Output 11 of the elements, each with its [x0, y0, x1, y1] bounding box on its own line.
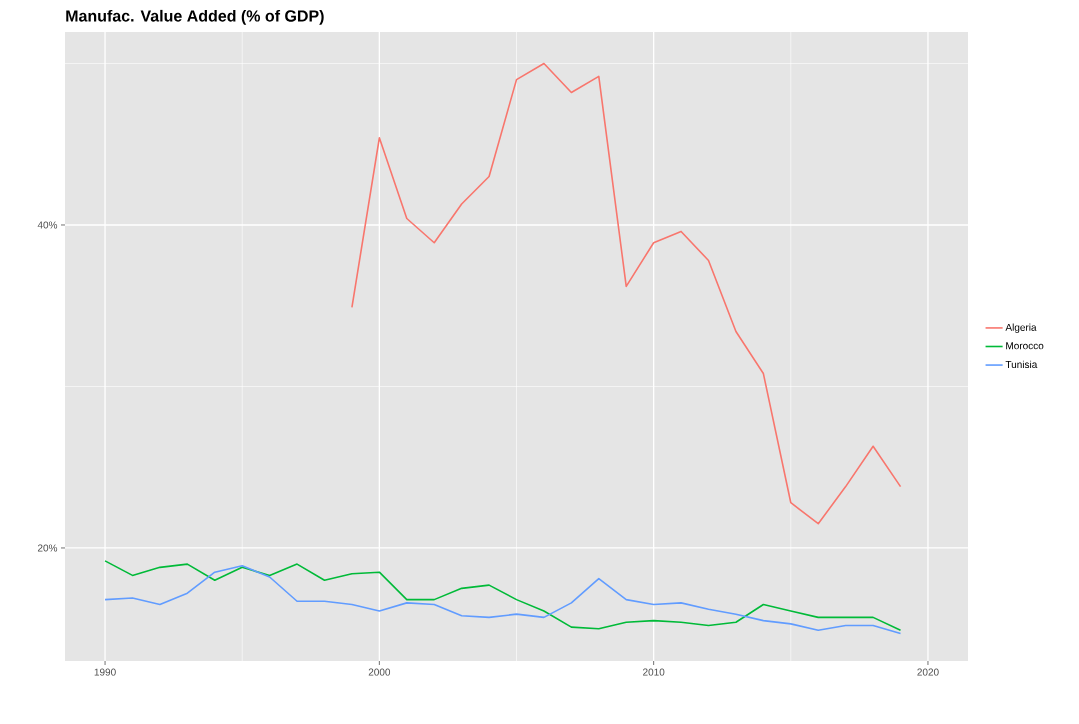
x-tick-label: 2020	[917, 668, 939, 676]
legend-label: Algeria	[1005, 323, 1037, 333]
y-tick-label: 20%	[37, 544, 58, 552]
x-tick-label: 2000	[368, 668, 391, 676]
chart-title: Manufac. Value Added (% of GDP)	[66, 9, 324, 25]
x-tick-label: 2010	[643, 668, 665, 676]
y-tick-label: 40%	[37, 221, 58, 229]
legend-label: Tunisia	[1005, 360, 1038, 369]
line-series	[351, 62, 902, 525]
x-tick-label: 1990	[94, 668, 116, 676]
legend-label: Morocco	[1006, 342, 1044, 350]
